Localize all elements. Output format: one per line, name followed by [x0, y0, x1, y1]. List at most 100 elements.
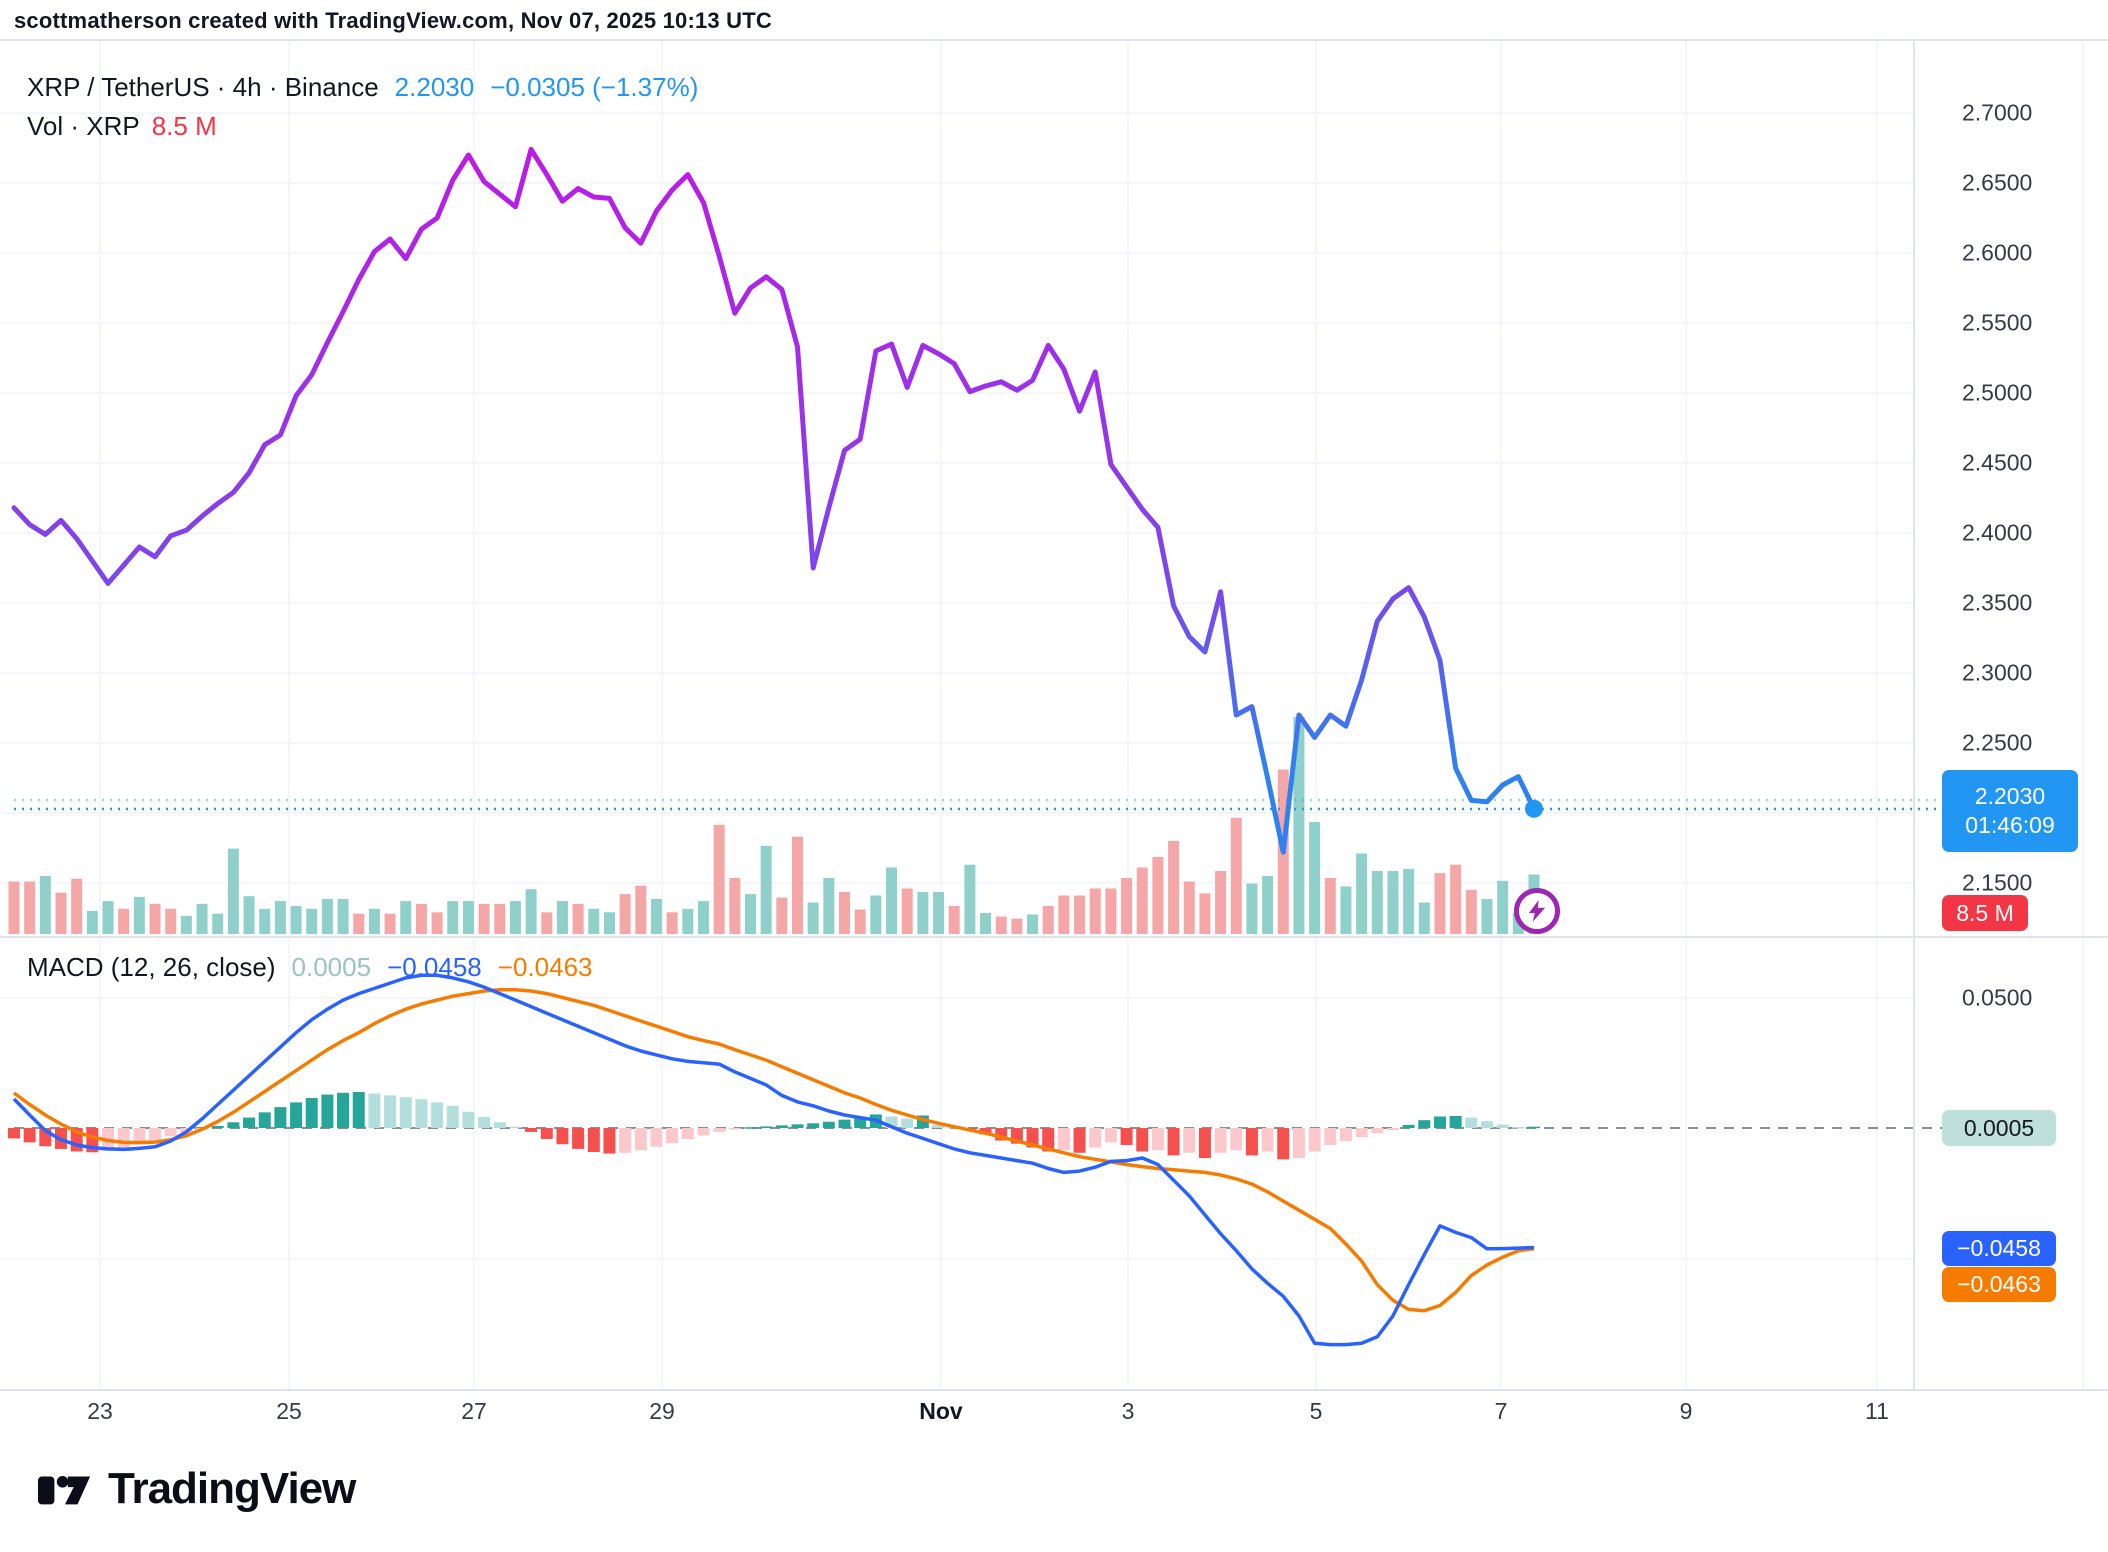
- macd-histogram-bar: [1136, 1128, 1149, 1152]
- macd-histogram-bar: [478, 1117, 491, 1128]
- tradingview-logo[interactable]: TradingView: [36, 1462, 356, 1516]
- volume-bar: [1293, 717, 1305, 934]
- price-change-value: −0.0305 (−1.37%): [490, 72, 699, 102]
- volume-bar: [71, 878, 83, 934]
- price-scale-label[interactable]: 2.7000: [1962, 99, 2033, 126]
- time-scale-label-9[interactable]: 9: [1679, 1398, 1693, 1424]
- price-scale-label[interactable]: 2.3000: [1962, 659, 2033, 686]
- volume-bar: [682, 908, 694, 934]
- price-scale-label[interactable]: 2.5500: [1962, 309, 2033, 336]
- macd-hist-badge[interactable]: 0.0005: [1942, 1110, 2056, 1146]
- price-scale-label[interactable]: 2.3500: [1962, 589, 2033, 616]
- price-scale-label[interactable]: 2.6500: [1962, 169, 2033, 196]
- volume-bar: [870, 895, 882, 934]
- price-scale-label[interactable]: 2.2500: [1962, 729, 2033, 756]
- volume-bar: [1262, 875, 1274, 934]
- macd-histogram-bar: [8, 1128, 20, 1139]
- tradingview-logo-icon: [38, 1475, 91, 1505]
- volume-bar: [807, 902, 819, 934]
- macd-line-value: −0.0458: [387, 952, 482, 982]
- macd-line-badge[interactable]: −0.0458: [1942, 1231, 2056, 1266]
- macd-legend-row[interactable]: MACD (12, 26, close) 0.0005 −0.0458 −0.0…: [27, 952, 593, 983]
- macd-histogram-bar: [1151, 1128, 1164, 1151]
- volume-bar: [572, 903, 584, 934]
- last-price-badge-value: 2.2030: [1974, 783, 2046, 810]
- last-price-badge[interactable]: 2.2030 01:46:09: [1942, 770, 2078, 852]
- price-scale-label[interactable]: 2.5000: [1962, 379, 2033, 406]
- time-scale-label-3[interactable]: 3: [1121, 1398, 1135, 1424]
- tradingview-logo-text: TradingView: [108, 1464, 356, 1513]
- macd-histogram-bar: [1339, 1128, 1352, 1142]
- volume-bar: [1418, 902, 1430, 934]
- volume-bar: [1027, 914, 1039, 934]
- macd-histogram-bar: [1386, 1128, 1399, 1131]
- time-scale-label-11[interactable]: 11: [1865, 1398, 1889, 1424]
- volume-bar: [1230, 817, 1242, 934]
- macd-histogram-bar: [431, 1102, 444, 1128]
- volume-bar: [384, 913, 396, 934]
- lightning-icon: [1528, 900, 1546, 922]
- volume-bar: [792, 836, 803, 934]
- volume-bar: [1450, 864, 1462, 934]
- macd-signal-badge[interactable]: −0.0463: [1942, 1267, 2056, 1302]
- macd-histogram-bar: [1245, 1128, 1258, 1156]
- volume-bar: [917, 892, 929, 934]
- volume-legend-row[interactable]: Vol · XRP 8.5 M: [27, 111, 217, 142]
- volume-bar: [337, 899, 349, 934]
- volume-bar: [1434, 873, 1446, 934]
- volume-bar: [227, 848, 239, 934]
- volume-bar: [635, 885, 647, 934]
- volume-bar: [400, 901, 412, 934]
- volume-badge[interactable]: 8.5 M: [1942, 895, 2028, 931]
- volume-bar: [196, 903, 208, 934]
- price-scale-label[interactable]: 2.6000: [1962, 239, 2033, 266]
- time-scale-label-29[interactable]: 29: [649, 1398, 675, 1424]
- volume-bar: [306, 908, 318, 934]
- volume-bar: [823, 878, 835, 934]
- macd-histogram-bar: [807, 1123, 820, 1128]
- macd-histogram-bar: [1480, 1121, 1493, 1128]
- volume-bar: [259, 908, 271, 934]
- volume-bar: [1481, 899, 1493, 934]
- volume-bar: [1074, 895, 1086, 934]
- time-scale-label-23[interactable]: 23: [87, 1398, 113, 1424]
- macd-indicator-title: MACD (12, 26, close): [27, 952, 276, 982]
- time-scale-label-27[interactable]: 27: [461, 1398, 487, 1424]
- price-scale-label[interactable]: 2.4500: [1962, 449, 2033, 476]
- time-scale-label-7[interactable]: 7: [1494, 1398, 1508, 1424]
- macd-histogram-bar: [305, 1097, 318, 1128]
- price-scale-label[interactable]: 2.1500: [1962, 869, 2033, 896]
- volume-bar: [1356, 853, 1368, 934]
- macd-histogram-bar: [1230, 1128, 1243, 1151]
- volume-bar: [1387, 871, 1399, 934]
- time-scale-label-nov[interactable]: Nov: [919, 1398, 963, 1424]
- macd-histogram-bar: [243, 1117, 256, 1128]
- macd-histogram-bar: [133, 1128, 146, 1145]
- macd-histogram-bar: [1324, 1128, 1337, 1145]
- volume-bar: [995, 916, 1007, 934]
- macd-histogram-bar: [1277, 1128, 1290, 1160]
- volume-bar: [462, 901, 474, 934]
- macd-histogram-bar: [822, 1121, 835, 1128]
- macd-histogram-bar: [1449, 1115, 1462, 1128]
- volume-bar: [650, 899, 662, 934]
- volume-value: 8.5 M: [151, 111, 217, 141]
- macd-signal-badge-value: −0.0463: [1957, 1271, 2041, 1298]
- time-scale-label-5[interactable]: 5: [1309, 1398, 1323, 1424]
- volume-bar: [588, 908, 600, 934]
- macd-hist-badge-value: 0.0005: [1963, 1114, 2035, 1141]
- symbol-title: XRP / TetherUS · 4h · Binance: [27, 72, 379, 102]
- lightning-button[interactable]: [1514, 888, 1560, 934]
- price-scale-label[interactable]: 2.4000: [1962, 519, 2033, 546]
- volume-bar: [243, 896, 255, 934]
- time-scale-label-25[interactable]: 25: [276, 1398, 302, 1424]
- symbol-legend-row[interactable]: XRP / TetherUS · 4h · Binance 2.2030 −0.…: [27, 72, 698, 103]
- volume-bar: [948, 906, 960, 934]
- macd-histogram-bar: [1418, 1120, 1431, 1128]
- macd-scale-label[interactable]: 0.0500: [1962, 984, 2033, 1010]
- volume-bar: [1011, 918, 1023, 934]
- volume-bar: [713, 824, 725, 934]
- candle-countdown: 01:46:09: [1965, 812, 2055, 838]
